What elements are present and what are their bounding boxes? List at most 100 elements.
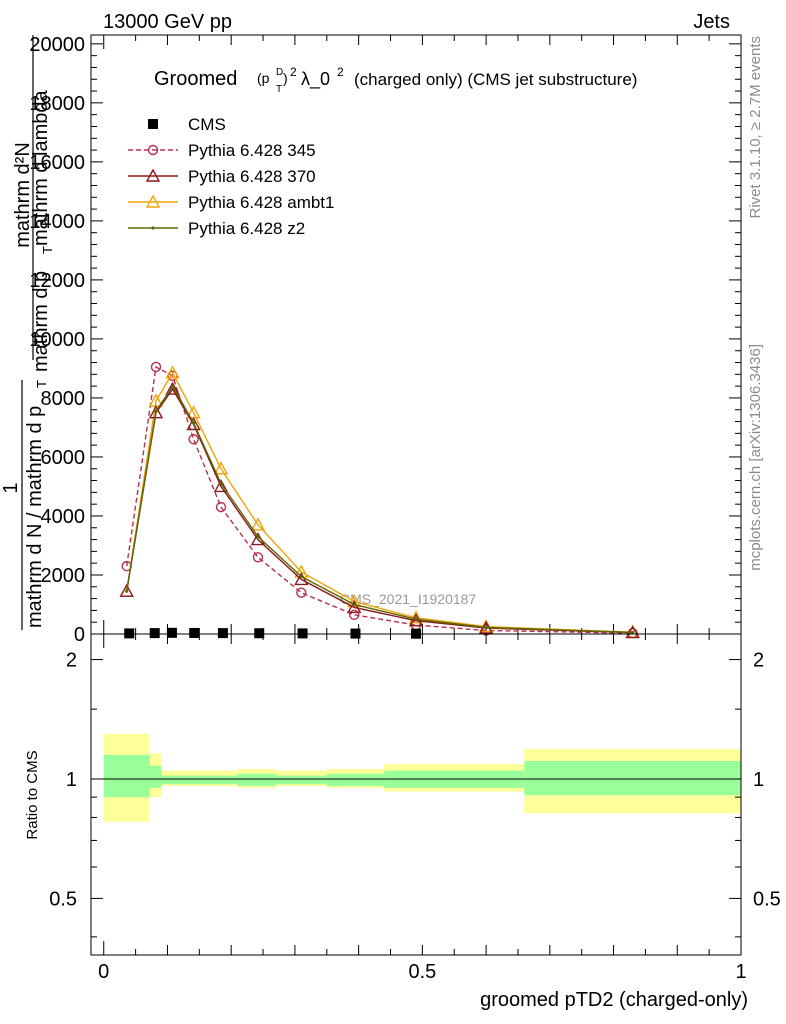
ratio-stat-band — [326, 773, 385, 787]
series-0-point — [149, 628, 160, 639]
ylabel-frac-den: mathrm d N / mathrm d p — [24, 406, 46, 628]
watermark-label: CMS_2021_I1920187 — [340, 591, 476, 607]
series-0-point — [166, 627, 177, 638]
series-4-point — [170, 384, 175, 388]
ylabel-frac-num: 1 — [0, 482, 22, 493]
legend-marker — [147, 144, 159, 156]
ratio-y-axis-label: Ratio to CMS — [24, 750, 41, 839]
ratio-stat-band — [237, 773, 276, 787]
series-4-point — [484, 625, 488, 630]
title-close: ) — [283, 70, 288, 86]
title-main: Groomed — [154, 68, 237, 90]
main-y-axis: 0 2000 4000 6000 8000 10000 12000 14000 16000 180… — [29, 34, 741, 646]
main-y-tick-label: 8000 — [41, 388, 86, 410]
main-y-tick-label: 16000 — [29, 152, 85, 174]
series-4-point — [352, 602, 356, 607]
ratio-y-tick-label-right: 0.5 — [753, 888, 781, 910]
ratio-y-tick-label: 1 — [66, 769, 77, 791]
ratio-stat-band — [275, 775, 327, 785]
legend-label: Pythia 6.428 345 — [188, 141, 316, 160]
series-4-point — [299, 574, 303, 579]
ylabel-bottom2: mathrm d lambda — [30, 90, 52, 246]
series-3-line — [126, 371, 633, 633]
series-4-point — [125, 589, 129, 593]
series-2-line — [126, 387, 633, 634]
series-2-point — [186, 417, 201, 431]
main-y-axis-label: mathrm d²N mathrm d p T mathrm d lambda … — [0, 35, 55, 630]
ratio-y-tick-label-right: 1 — [753, 769, 764, 791]
title-sup-2: 2 — [290, 65, 297, 79]
header-left-label: 13000 GeV pp — [103, 11, 232, 33]
ylabel-top: mathrm d²N — [12, 142, 34, 248]
series-2-point — [119, 583, 134, 597]
series-4-point — [219, 481, 223, 486]
series-3-point — [408, 610, 424, 624]
x-tick-label: 0.5 — [408, 961, 436, 983]
ylabel-bottom: mathrm d p — [30, 271, 52, 372]
ratio-panel: 0.5 0.51 12 2 0 0.5 1 Ratio to CMS groomed pT… — [24, 633, 781, 1011]
legend-label: CMS — [188, 115, 226, 134]
main-y-tick-label: 2000 — [41, 565, 86, 587]
legend-label: Pythia 6.428 370 — [188, 167, 316, 186]
main-y-tick-label: 12000 — [29, 270, 85, 292]
ratio-y-axis: 0.5 0.5 1 1 2 2 — [49, 650, 781, 938]
ratio-y-tick-label-right: 2 — [753, 650, 764, 672]
legend-label: Pythia 6.428 z2 — [188, 219, 305, 238]
series-0-point — [217, 628, 228, 639]
series-4-point — [414, 617, 418, 621]
x-tick-label: 1 — [735, 961, 746, 983]
main-y-tick-label: 20000 — [29, 34, 85, 56]
title-rest: (charged only) (CMS jet substructure) — [354, 70, 637, 89]
title-lambda: λ_0 — [301, 69, 330, 90]
series-1-point — [150, 361, 162, 373]
series-2-point — [148, 405, 164, 419]
title-sup-2b: 2 — [337, 65, 344, 79]
series-4-point — [631, 630, 635, 634]
series-2-point — [294, 571, 309, 586]
series-2-point — [165, 381, 180, 395]
ylabel-sub: T — [40, 246, 55, 254]
main-y-tick-label: 4000 — [41, 506, 86, 528]
title-sub-t: T — [276, 84, 282, 95]
main-series-group — [119, 361, 640, 639]
series-0-point — [124, 628, 135, 639]
title-formula: (p — [257, 70, 270, 86]
series-0-point — [297, 628, 308, 639]
series-1-point — [188, 434, 199, 445]
series-0-point — [254, 628, 265, 639]
series-1-point — [252, 552, 264, 563]
ratio-panel-frame — [90, 633, 742, 956]
legend-marker — [145, 168, 161, 182]
ratio-stat-band — [149, 765, 162, 788]
ratio-y-tick-label: 0.5 — [49, 888, 77, 910]
legend-label: Pythia 6.428 ambt1 — [188, 193, 334, 212]
ratio-x-axis: 0 0.5 1 — [98, 634, 747, 983]
series-4-point — [256, 535, 260, 539]
series-4-point — [154, 409, 158, 413]
main-y-tick-label: 14000 — [29, 211, 85, 233]
series-4-point — [191, 421, 196, 425]
series-0-point — [189, 627, 200, 638]
series-3-point — [250, 517, 266, 531]
mcplots-label: mcplots.cern.ch [arXiv:1306.3436] — [747, 344, 764, 571]
main-y-tick-label: 6000 — [41, 447, 86, 469]
ratio-bands — [103, 733, 741, 822]
rivet-version-label: Rivet 3.1.10, ≥ 2.7M events — [747, 36, 764, 219]
ratio-stat-band — [103, 754, 150, 798]
main-y-tick-label: 18000 — [29, 93, 85, 115]
x-axis-label: groomed pTD2 (charged-only) — [480, 989, 748, 1011]
series-2-point — [213, 479, 229, 493]
main-y-tick-label: 10000 — [29, 329, 85, 351]
x-tick-label: 0 — [98, 961, 109, 983]
main-panel: 0 2000 4000 6000 8000 10000 12000 14000 16000 180… — [0, 34, 742, 646]
series-1-point — [348, 609, 360, 621]
series-2-point — [347, 599, 362, 614]
main-y-tick-label: 0 — [74, 624, 85, 646]
series-3-point — [165, 365, 180, 379]
series-1-point — [296, 587, 307, 598]
series-1-point — [215, 501, 227, 513]
chart-title: Groomed (p D T ) 2 λ_0 2 (charged only) … — [154, 65, 637, 95]
title-sup-d: D — [276, 67, 283, 78]
ratio-stat-band — [161, 775, 238, 785]
